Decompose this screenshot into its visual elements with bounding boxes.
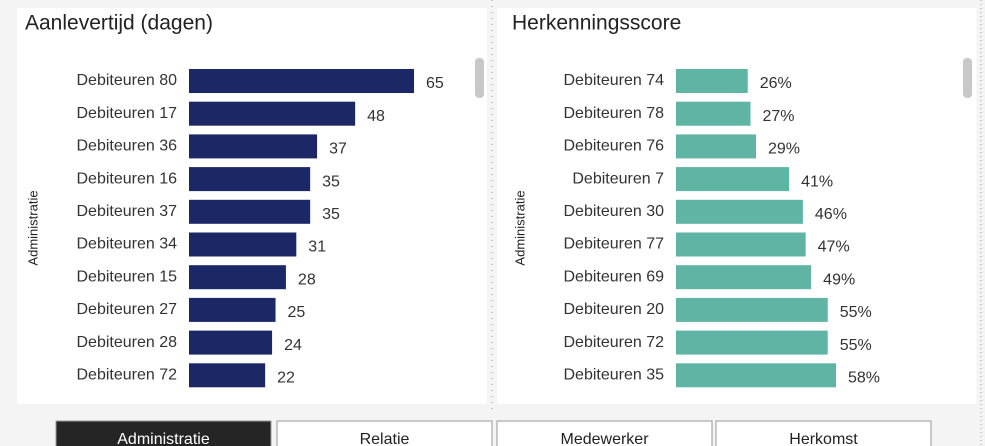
category-label: Debiteuren 7 — [572, 170, 664, 187]
data-label: 55% — [840, 304, 872, 321]
tab-label[interactable]: Administratie — [117, 431, 210, 446]
category-label: Debiteuren 35 — [563, 367, 664, 384]
scrollbar[interactable] — [963, 58, 972, 98]
bar — [189, 265, 286, 290]
category-label: Debiteuren 77 — [563, 236, 664, 253]
tab[interactable] — [715, 420, 932, 446]
bar — [676, 101, 751, 126]
data-label: 26% — [760, 75, 792, 92]
bar — [189, 134, 318, 159]
category-label: Debiteuren 78 — [563, 105, 664, 122]
bar — [189, 297, 276, 322]
category-label: Debiteuren 27 — [76, 301, 177, 318]
data-label: 47% — [818, 239, 850, 256]
data-label: 46% — [815, 206, 847, 223]
category-label: Debiteuren 16 — [76, 170, 177, 187]
category-label: Debiteuren 69 — [563, 268, 664, 285]
data-label: 65 — [426, 75, 444, 92]
category-label: Debiteuren 76 — [563, 138, 664, 155]
data-label: 27% — [762, 108, 794, 125]
chart-title: Aanlevertijd (dagen) — [25, 12, 213, 35]
data-label: 49% — [823, 271, 855, 288]
bar — [676, 265, 812, 290]
category-label: Debiteuren 28 — [76, 334, 177, 351]
tab-label[interactable]: Medewerker — [560, 431, 649, 446]
bar — [189, 101, 356, 126]
bar — [189, 232, 297, 257]
category-label: Debiteuren 17 — [76, 105, 177, 122]
data-label: 35 — [322, 173, 340, 190]
data-label: 24 — [284, 337, 302, 354]
bar — [676, 167, 790, 192]
data-label: 31 — [308, 239, 326, 256]
bar — [676, 232, 806, 257]
data-label: 55% — [840, 337, 872, 354]
axis-label: Administratie — [25, 190, 40, 265]
bar — [676, 69, 748, 93]
data-label: 28 — [298, 271, 316, 288]
bar — [189, 199, 311, 224]
category-label: Debiteuren 72 — [563, 334, 664, 351]
tab[interactable] — [55, 420, 272, 446]
category-label: Debiteuren 30 — [563, 203, 664, 220]
category-label: Debiteuren 34 — [76, 236, 177, 253]
data-label: 58% — [848, 370, 880, 387]
bar — [676, 330, 828, 355]
category-label: Debiteuren 72 — [76, 367, 177, 384]
data-label: 22 — [277, 370, 295, 387]
category-label: Debiteuren 74 — [563, 72, 664, 89]
bar — [189, 363, 266, 388]
category-label: Debiteuren 37 — [76, 203, 177, 220]
data-label: 41% — [801, 173, 833, 190]
tab[interactable] — [496, 420, 713, 446]
tab-label[interactable]: Herkomst — [789, 431, 858, 446]
tab[interactable] — [276, 420, 493, 446]
bar — [189, 330, 273, 355]
bar — [676, 363, 836, 388]
axis-label: Administratie — [512, 190, 527, 265]
data-label: 25 — [288, 304, 306, 321]
data-label: 37 — [329, 141, 347, 158]
bar — [676, 199, 803, 224]
data-label: 29% — [768, 141, 800, 158]
chart-title: Herkenningsscore — [512, 12, 681, 35]
category-label: Debiteuren 36 — [76, 138, 177, 155]
bar — [189, 69, 414, 93]
bar — [676, 297, 828, 322]
data-label: 35 — [322, 206, 340, 223]
bar — [676, 134, 756, 159]
category-label: Debiteuren 80 — [76, 72, 177, 89]
scrollbar[interactable] — [475, 58, 484, 98]
category-label: Debiteuren 20 — [563, 301, 664, 318]
data-label: 48 — [367, 108, 385, 125]
tab-label[interactable]: Relatie — [360, 431, 410, 446]
category-label: Debiteuren 15 — [76, 268, 177, 285]
bar — [189, 167, 311, 192]
